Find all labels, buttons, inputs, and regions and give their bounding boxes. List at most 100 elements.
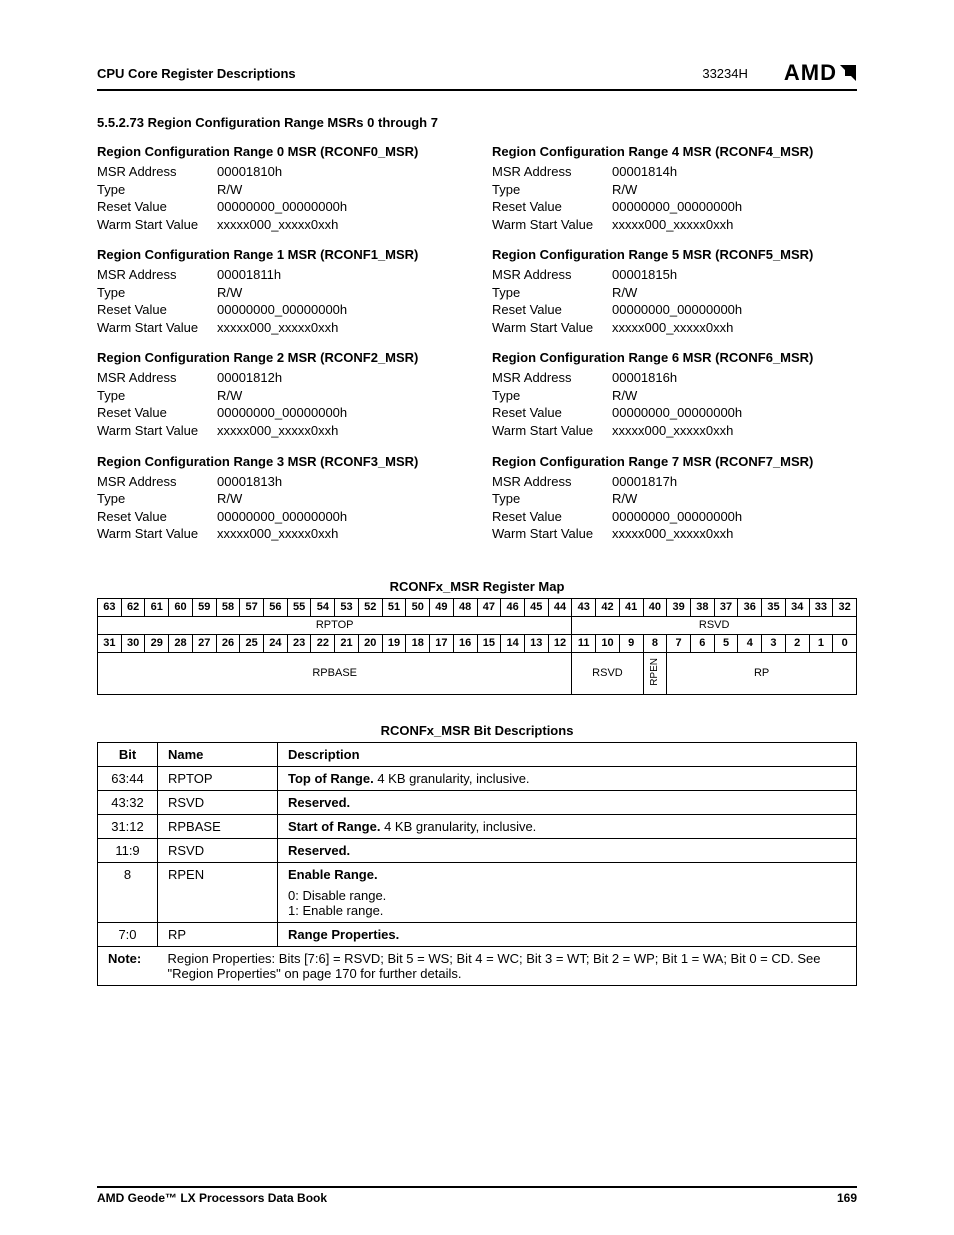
msr-property-value: 00000000_00000000h bbox=[217, 198, 347, 216]
bit-number-cell: 61 bbox=[145, 598, 169, 616]
bit-number-cell: 16 bbox=[453, 634, 477, 652]
header-right: 33234H AMD bbox=[702, 60, 857, 86]
bit-number-cell: 50 bbox=[406, 598, 430, 616]
section-heading: 5.5.2.73 Region Configuration Range MSRs… bbox=[97, 115, 857, 130]
msr-subheading: Region Configuration Range 7 MSR (RCONF7… bbox=[492, 454, 857, 469]
bit-number-cell: 31 bbox=[98, 634, 122, 652]
msr-property-key: Warm Start Value bbox=[492, 422, 612, 440]
bit-number-cell: 48 bbox=[453, 598, 477, 616]
bit-number-cell: 17 bbox=[430, 634, 454, 652]
bit-number-cell: 4 bbox=[738, 634, 762, 652]
desc-name-cell: RSVD bbox=[158, 838, 278, 862]
msr-property-row: TypeR/W bbox=[492, 387, 857, 405]
msr-property-row: Warm Start Valuexxxxx000_xxxxx0xxh bbox=[492, 216, 857, 234]
bit-number-cell: 2 bbox=[785, 634, 809, 652]
bit-number-cell: 9 bbox=[619, 634, 643, 652]
desc-text-cell: Top of Range. 4 KB granularity, inclusiv… bbox=[278, 766, 857, 790]
bit-number-cell: 52 bbox=[358, 598, 382, 616]
msr-property-row: MSR Address00001811h bbox=[97, 266, 462, 284]
msr-property-value: 00000000_00000000h bbox=[612, 508, 742, 526]
bit-number-cell: 41 bbox=[619, 598, 643, 616]
msr-property-row: Warm Start Valuexxxxx000_xxxxx0xxh bbox=[97, 525, 462, 543]
msr-property-value: 00000000_00000000h bbox=[612, 301, 742, 319]
footer-book-title: AMD Geode™ LX Processors Data Book bbox=[97, 1191, 327, 1205]
bit-number-cell: 15 bbox=[477, 634, 501, 652]
desc-note-text: Region Properties: Bits [7:6] = RSVD; Bi… bbox=[158, 946, 857, 985]
bit-number-cell: 6 bbox=[690, 634, 714, 652]
bit-number-cell: 36 bbox=[738, 598, 762, 616]
bit-number-cell: 34 bbox=[785, 598, 809, 616]
msr-property-key: Warm Start Value bbox=[492, 525, 612, 543]
bit-number-cell: 10 bbox=[596, 634, 620, 652]
msr-property-value: 00000000_00000000h bbox=[217, 404, 347, 422]
msr-property-value: 00001814h bbox=[612, 163, 677, 181]
msr-property-key: Type bbox=[492, 181, 612, 199]
bit-number-cell: 11 bbox=[572, 634, 596, 652]
desc-text-cell: Start of Range. 4 KB granularity, inclus… bbox=[278, 814, 857, 838]
msr-property-key: Reset Value bbox=[97, 404, 217, 422]
bit-field-cell: RP bbox=[667, 652, 857, 694]
bit-number-cell: 58 bbox=[216, 598, 240, 616]
bit-number-cell: 56 bbox=[264, 598, 288, 616]
bit-descriptions-title: RCONFx_MSR Bit Descriptions bbox=[97, 723, 857, 738]
msr-property-value: 00001812h bbox=[217, 369, 282, 387]
bit-number-cell: 28 bbox=[169, 634, 193, 652]
msr-property-value: xxxxx000_xxxxx0xxh bbox=[612, 216, 733, 234]
msr-property-key: Warm Start Value bbox=[97, 422, 217, 440]
bit-number-cell: 8 bbox=[643, 634, 667, 652]
msr-subheading: Region Configuration Range 4 MSR (RCONF4… bbox=[492, 144, 857, 159]
msr-property-value: xxxxx000_xxxxx0xxh bbox=[217, 216, 338, 234]
amd-logo: AMD bbox=[784, 60, 857, 86]
msr-property-value: R/W bbox=[612, 284, 637, 302]
msr-property-value: R/W bbox=[217, 181, 242, 199]
bit-number-cell: 49 bbox=[430, 598, 454, 616]
desc-header-cell: Bit bbox=[98, 742, 158, 766]
bit-number-cell: 27 bbox=[192, 634, 216, 652]
msr-property-row: MSR Address00001812h bbox=[97, 369, 462, 387]
bit-number-cell: 37 bbox=[714, 598, 738, 616]
msr-property-row: MSR Address00001814h bbox=[492, 163, 857, 181]
footer-page-number: 169 bbox=[837, 1191, 857, 1205]
msr-property-key: MSR Address bbox=[97, 473, 217, 491]
bit-field-cell: RPTOP bbox=[98, 616, 572, 634]
bit-number-cell: 46 bbox=[501, 598, 525, 616]
desc-header-cell: Name bbox=[158, 742, 278, 766]
msr-property-key: MSR Address bbox=[97, 369, 217, 387]
bit-number-cell: 19 bbox=[382, 634, 406, 652]
bit-number-cell: 20 bbox=[358, 634, 382, 652]
bit-number-cell: 57 bbox=[240, 598, 264, 616]
msr-property-key: Type bbox=[97, 284, 217, 302]
msr-property-value: xxxxx000_xxxxx0xxh bbox=[612, 422, 733, 440]
desc-row: 7:0RPRange Properties. bbox=[98, 922, 857, 946]
msr-column-right: Region Configuration Range 4 MSR (RCONF4… bbox=[492, 144, 857, 543]
msr-property-key: MSR Address bbox=[492, 266, 612, 284]
msr-property-row: Warm Start Valuexxxxx000_xxxxx0xxh bbox=[97, 319, 462, 337]
msr-property-row: TypeR/W bbox=[492, 284, 857, 302]
msr-property-key: Reset Value bbox=[97, 508, 217, 526]
desc-bit-cell: 31:12 bbox=[98, 814, 158, 838]
bit-number-cell: 62 bbox=[121, 598, 145, 616]
bit-number-cell: 0 bbox=[833, 634, 857, 652]
msr-property-value: xxxxx000_xxxxx0xxh bbox=[612, 525, 733, 543]
msr-property-key: MSR Address bbox=[97, 266, 217, 284]
msr-property-value: xxxxx000_xxxxx0xxh bbox=[612, 319, 733, 337]
bit-number-cell: 21 bbox=[335, 634, 359, 652]
msr-property-value: 00000000_00000000h bbox=[612, 404, 742, 422]
bit-number-cell: 54 bbox=[311, 598, 335, 616]
desc-note-row: Note:Region Properties: Bits [7:6] = RSV… bbox=[98, 946, 857, 985]
bit-number-cell: 38 bbox=[690, 598, 714, 616]
msr-property-value: 00001815h bbox=[612, 266, 677, 284]
bit-number-cell: 43 bbox=[572, 598, 596, 616]
msr-property-key: Reset Value bbox=[492, 508, 612, 526]
msr-property-row: MSR Address00001815h bbox=[492, 266, 857, 284]
msr-property-key: MSR Address bbox=[97, 163, 217, 181]
desc-name-cell: RP bbox=[158, 922, 278, 946]
msr-property-key: Warm Start Value bbox=[492, 216, 612, 234]
msr-property-value: 00000000_00000000h bbox=[612, 198, 742, 216]
bit-field-cell: RPBASE bbox=[98, 652, 572, 694]
msr-property-key: Type bbox=[492, 284, 612, 302]
bit-number-cell: 14 bbox=[501, 634, 525, 652]
msr-subheading: Region Configuration Range 2 MSR (RCONF2… bbox=[97, 350, 462, 365]
msr-property-value: 00001813h bbox=[217, 473, 282, 491]
msr-property-value: R/W bbox=[217, 387, 242, 405]
